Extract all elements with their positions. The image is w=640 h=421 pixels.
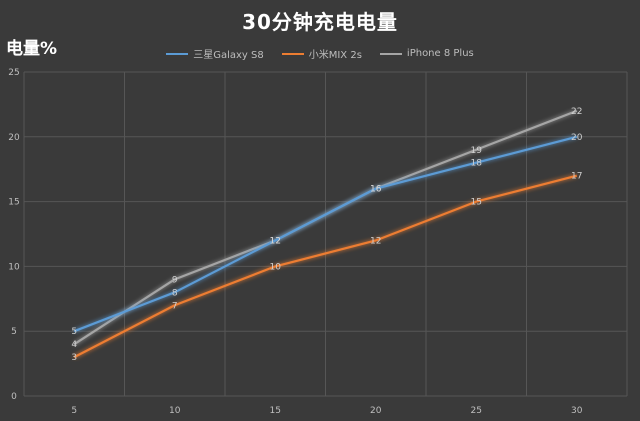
legend-swatch-galaxy	[166, 52, 189, 55]
data-label: 8	[172, 288, 178, 298]
y-tick-label: 10	[8, 262, 20, 272]
y-tick-label: 20	[8, 133, 20, 143]
x-tick-label: 5	[71, 406, 77, 416]
series-line	[73, 135, 578, 333]
series-layer	[73, 109, 578, 359]
x-tick-label: 10	[169, 406, 181, 416]
data-label: 7	[172, 301, 178, 311]
data-label: 19	[471, 146, 483, 156]
y-tick-label: 15	[8, 198, 19, 208]
y-tick-label: 25	[8, 68, 19, 78]
data-label: 4	[71, 340, 77, 350]
legend-swatch-iphone	[379, 52, 402, 55]
legend-item-galaxy: 三星Galaxy S8	[166, 46, 264, 61]
data-label: 20	[571, 133, 583, 143]
axis-ticks: 0 5 10 15 20 25 5 10 15 20 25 30	[8, 68, 582, 416]
y-tick-label: 0	[11, 392, 17, 402]
data-label: 9	[172, 275, 178, 285]
y-axis-label: 电量%	[6, 39, 58, 59]
data-label: 10	[270, 262, 282, 272]
x-tick-label: 30	[571, 406, 583, 416]
data-label: 3	[71, 353, 77, 363]
data-label: 12	[270, 236, 281, 246]
x-tick-label: 25	[471, 406, 482, 416]
chart-title: 30分钟充电电量	[242, 10, 398, 34]
legend-label-mix: 小米MIX 2s	[308, 50, 362, 61]
legend-label-iphone: iPhone 8 Plus	[406, 48, 474, 59]
x-tick-label: 20	[370, 406, 382, 416]
data-label: 15	[471, 198, 482, 208]
data-label: 12	[370, 236, 381, 246]
series-line	[73, 174, 578, 359]
legend: 三星Galaxy S8 小米MIX 2s iPhone 8 Plus	[0, 46, 640, 61]
data-label: 17	[571, 172, 582, 182]
data-label: 16	[370, 185, 382, 195]
data-label: 18	[471, 159, 483, 169]
x-tick-label: 15	[270, 406, 281, 416]
data-label: 12	[270, 236, 281, 246]
y-tick-label: 5	[11, 327, 17, 337]
legend-label-galaxy: 三星Galaxy S8	[193, 50, 264, 61]
legend-item-mix: 小米MIX 2s	[281, 46, 362, 61]
data-label: 5	[71, 327, 77, 337]
grid	[23, 71, 628, 397]
legend-item-iphone: iPhone 8 Plus	[379, 46, 474, 61]
data-label: 22	[571, 107, 582, 117]
legend-swatch-mix	[281, 52, 304, 55]
data-label: 16	[370, 185, 382, 195]
